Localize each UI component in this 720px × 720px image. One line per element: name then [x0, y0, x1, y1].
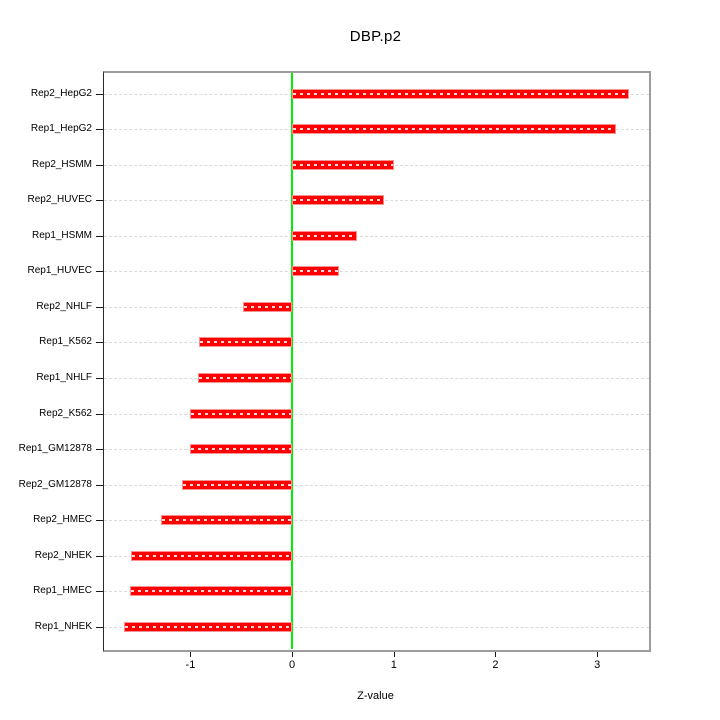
- y-axis-label: Rep1_HepG2: [30, 123, 92, 135]
- y-axis-label: Rep2_HepG2: [30, 87, 92, 99]
- bar-dash-overlay: [293, 128, 616, 131]
- x-axis-tick-label: 0: [289, 659, 296, 671]
- grid-line: [104, 378, 649, 380]
- bar-Rep1_HSMM: [292, 230, 358, 241]
- x-axis-tick: [393, 650, 395, 657]
- bar-Rep1_NHLF: [197, 373, 293, 384]
- grid-line: [104, 520, 649, 522]
- y-axis-label: Rep2_HUVEC: [27, 194, 92, 206]
- x-axis-tick-label: 2: [492, 659, 499, 671]
- bar-Rep2_K562: [190, 408, 293, 419]
- y-axis-label: Rep2_K562: [39, 407, 92, 419]
- y-axis-tick: [96, 378, 103, 380]
- x-axis-tick: [190, 650, 192, 657]
- y-axis-tick: [96, 555, 103, 557]
- x-axis-tick: [292, 650, 294, 657]
- bar-Rep2_HepG2: [292, 88, 629, 99]
- y-axis-tick: [96, 306, 103, 308]
- grid-line: [104, 235, 649, 237]
- y-axis-label: Rep2_HMEC: [33, 514, 92, 526]
- x-axis-title: Z-value: [357, 690, 394, 702]
- y-axis-tick: [96, 520, 103, 522]
- zero-reference-line: [291, 72, 294, 649]
- bar-Rep2_NHLF: [243, 301, 293, 312]
- y-axis-tick: [96, 129, 103, 131]
- y-axis-tick: [96, 235, 103, 237]
- bar-Rep1_K562: [198, 337, 293, 348]
- bar-dash-overlay: [293, 234, 357, 237]
- bar-dash-overlay: [293, 199, 383, 202]
- grid-line: [104, 627, 649, 628]
- y-axis-label: Rep1_GM12878: [18, 443, 92, 455]
- y-axis-label: Rep2_GM12878: [18, 478, 92, 490]
- x-axis-tick-label: 1: [390, 659, 397, 671]
- y-axis-tick: [96, 484, 103, 486]
- grid-line: [104, 555, 649, 557]
- grid-line: [104, 413, 649, 415]
- bar-dash-overlay: [293, 163, 393, 166]
- bar-Rep2_GM12878: [182, 479, 293, 490]
- bar-Rep1_HUVEC: [292, 266, 339, 277]
- y-axis-tick: [96, 271, 103, 273]
- grid-line: [104, 306, 649, 308]
- y-axis-tick: [96, 342, 103, 344]
- plot-area: [104, 72, 649, 649]
- bar-dash-overlay: [191, 448, 292, 451]
- grid-line: [104, 342, 649, 344]
- bar-Rep1_NHEK: [124, 622, 293, 632]
- y-axis-label: Rep1_HUVEC: [27, 265, 92, 277]
- bar-Rep1_HMEC: [130, 586, 293, 597]
- y-axis-label: Rep1_NHLF: [36, 372, 92, 384]
- bar-Rep2_HSMM: [292, 159, 394, 170]
- bar-dash-overlay: [293, 92, 628, 95]
- y-axis-label: Rep1_NHEK: [34, 621, 92, 632]
- bar-Rep2_NHEK: [131, 550, 293, 561]
- x-axis-tick-label: -1: [185, 659, 196, 671]
- y-axis-tick: [96, 627, 103, 628]
- bar-dash-overlay: [132, 554, 292, 557]
- bar-Rep1_HepG2: [292, 124, 617, 135]
- bar-dash-overlay: [198, 377, 292, 380]
- grid-line: [104, 591, 649, 593]
- x-axis-tick: [597, 650, 599, 657]
- grid-line: [104, 484, 649, 486]
- y-axis-label: Rep2_HSMM: [31, 158, 92, 170]
- x-axis-tick-label: 3: [594, 659, 601, 671]
- y-axis-tick: [96, 93, 103, 95]
- bar-dash-overlay: [125, 626, 292, 628]
- bar-dash-overlay: [191, 412, 292, 415]
- y-axis-tick: [96, 200, 103, 202]
- bar-dash-overlay: [199, 341, 292, 344]
- y-axis-label: Rep1_K562: [39, 336, 92, 348]
- bar-Rep1_GM12878: [190, 444, 293, 455]
- y-axis-label: Rep1_HMEC: [33, 585, 92, 597]
- bar-dash-overlay: [131, 590, 292, 593]
- chart-title: DBP.p2: [349, 28, 402, 45]
- y-axis-label: Rep1_HSMM: [31, 229, 92, 241]
- y-axis-label: Rep2_NHEK: [34, 549, 92, 561]
- y-axis-tick: [96, 413, 103, 415]
- bar-dash-overlay: [161, 519, 292, 522]
- bar-dash-overlay: [293, 270, 338, 273]
- bar-dash-overlay: [183, 483, 292, 486]
- y-axis-label: Rep2_NHLF: [36, 300, 92, 312]
- bar-Rep2_HMEC: [160, 515, 293, 526]
- x-axis-tick: [495, 650, 497, 657]
- bar-dash-overlay: [244, 305, 292, 308]
- grid-line: [104, 449, 649, 451]
- y-axis-tick: [96, 591, 103, 593]
- bar-Rep2_HUVEC: [292, 195, 384, 206]
- y-axis-tick: [96, 449, 103, 451]
- y-axis-tick: [96, 164, 103, 166]
- grid-line: [104, 271, 649, 273]
